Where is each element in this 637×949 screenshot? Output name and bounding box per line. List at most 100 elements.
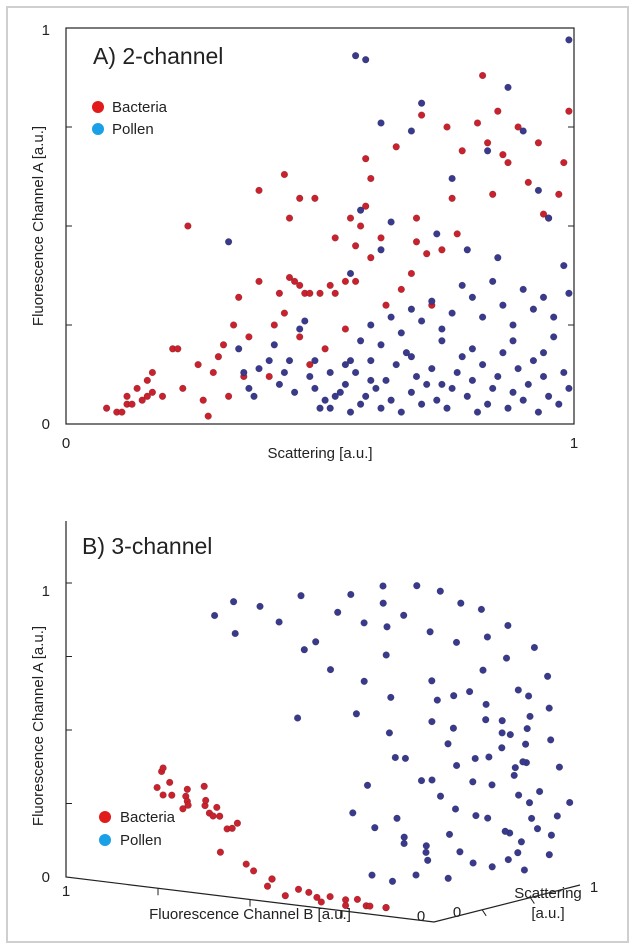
- panel-b-pollen-point: [498, 744, 506, 752]
- panel-b-pollen-point: [465, 687, 474, 696]
- panel-b-pollen-point: [510, 771, 518, 780]
- panel-a-bacteria-point: [290, 277, 299, 286]
- panel-a-bacteria-point: [534, 139, 543, 147]
- panel-a-pollen-point: [316, 404, 324, 412]
- panel-a-pollen-point: [539, 372, 548, 381]
- panel-a-pollen-point: [270, 341, 278, 349]
- panel-a-bacteria-point: [275, 289, 284, 297]
- panel-b-bacteria-point: [249, 867, 258, 875]
- panel-b-pollen-point: [566, 798, 574, 807]
- panel-b-pollen-point: [436, 587, 444, 595]
- panel-a-pollen-point: [565, 36, 573, 44]
- panel-a-bacteria-point: [473, 119, 482, 127]
- panel-b-z-tick-0: 0: [453, 904, 461, 921]
- panel-a-pollen-point: [275, 380, 284, 389]
- panel-a-pollen-point: [346, 356, 355, 365]
- panel-b-pollen-point: [349, 809, 357, 817]
- panel-a-bacteria-point: [194, 360, 202, 369]
- panel-a-2channel: A) 2-channel Scattering [a.u.] Fluoresce…: [30, 22, 578, 462]
- panel-b-pollen-point: [547, 831, 556, 839]
- panel-a-pollen-point: [560, 261, 568, 270]
- panel-b-pollen-point: [456, 848, 464, 856]
- panel-b-bacteria-point: [313, 893, 321, 902]
- panel-b-pollen-point: [545, 704, 553, 712]
- panel-b-pollen-point: [297, 592, 305, 600]
- panel-a-bacteria-point: [407, 269, 416, 278]
- panel-b-pollen-point: [484, 814, 492, 822]
- panel-a-pollen-point: [438, 325, 446, 333]
- panel-b-bacteria-point: [159, 791, 167, 799]
- panel-a-pollen-point: [356, 400, 365, 408]
- panel-b-z-tick-1: 1: [590, 879, 598, 896]
- panel-a-pollen-point: [565, 384, 573, 393]
- panel-a-bacteria-point: [560, 158, 568, 167]
- panel-a-bacteria-point: [331, 289, 339, 297]
- panel-a-pollen-point: [555, 400, 563, 408]
- panel-a-bacteria-point: [367, 254, 375, 262]
- panel-b-bacteria-point: [168, 791, 176, 799]
- panel-b-pollen-point: [488, 863, 496, 871]
- panel-b-pollen-point: [452, 638, 461, 647]
- panel-b-pollen-point: [472, 811, 480, 820]
- panel-a-title: A) 2-channel: [93, 43, 223, 69]
- panel-a-pollen-point: [438, 380, 446, 389]
- panel-a-pollen-point: [534, 186, 543, 195]
- panel-a-pollen-point: [372, 384, 380, 393]
- panel-b-bacteria-point: [233, 819, 242, 827]
- panel-a-pollen-point: [417, 317, 426, 325]
- panel-a-pollen-point: [514, 364, 522, 373]
- panel-b-bacteria-point: [184, 801, 192, 809]
- panel-a-bacteria-point: [489, 190, 497, 198]
- panel-b-pollen-point: [444, 874, 452, 882]
- panel-a-bacteria-point: [321, 345, 329, 353]
- panel-b-pollen-point: [334, 608, 342, 616]
- panel-a-pollen-point: [321, 396, 329, 404]
- panel-b-pollen-point: [400, 611, 408, 619]
- panel-a-bacteria-point: [143, 376, 151, 385]
- panel-a-pollen-point: [539, 293, 548, 301]
- panel-b-pollen-point: [514, 849, 522, 857]
- panel-a-pollen-point: [433, 230, 441, 238]
- panel-a-pollen-point: [356, 337, 365, 345]
- panel-a-pollen-point: [438, 337, 446, 345]
- panel-a-pollen-point: [235, 345, 243, 353]
- panel-b-bacteria-point: [281, 892, 289, 900]
- panel-b-bacteria-point: [366, 902, 374, 910]
- panel-b-pollen-point: [521, 740, 530, 748]
- panel-a-x-tick-0: 0: [62, 435, 70, 452]
- panel-a-bacteria-point: [148, 388, 157, 396]
- panel-b-pollen-point: [422, 842, 430, 850]
- panel-b-pollen-point: [210, 611, 219, 620]
- panel-a-bacteria-point: [392, 143, 400, 151]
- panel-b-pollen-point: [457, 599, 465, 607]
- panel-b-tick-marks: [66, 582, 535, 918]
- panel-b-pollen-point: [312, 638, 320, 646]
- panel-b-pollen-point: [504, 855, 512, 864]
- panel-a-bacteria-point: [306, 360, 314, 369]
- panel-a-pollen-point: [529, 356, 538, 365]
- panel-a-bacteria-point: [204, 412, 212, 420]
- panel-b-pollen-point: [385, 729, 394, 737]
- panel-a-pollen-point: [448, 174, 456, 183]
- panel-b-bacteria-point: [166, 778, 174, 787]
- panel-b-title: B) 3-channel: [82, 533, 212, 559]
- panel-b-legend-pollen-marker: [99, 834, 111, 846]
- panel-b-z-tick-mark: [481, 909, 487, 917]
- panel-b-bacteria-point: [183, 785, 191, 793]
- panel-b-pollen-point: [479, 666, 487, 674]
- panel-a-pollen-point: [301, 317, 309, 325]
- panel-a-pollen-point: [458, 353, 466, 361]
- panel-a-pollen-point: [407, 305, 416, 313]
- panel-a-bacteria-point: [138, 396, 146, 404]
- panel-b-pollen-point: [293, 714, 302, 722]
- panel-a-bacteria-point: [397, 285, 405, 294]
- panel-a-pollen-point: [351, 52, 360, 60]
- panel-b-pollen-point: [520, 866, 529, 874]
- panel-a-pollen-point: [326, 404, 334, 412]
- panel-b-bacteria-point: [213, 803, 221, 812]
- panel-a-legend-bacteria-label: Bacteria: [112, 99, 168, 116]
- panel-a-pollen-point: [351, 368, 360, 377]
- panel-b-pollen-point: [363, 781, 372, 789]
- panel-a-bacteria-point: [128, 400, 136, 408]
- panel-a-y-axis-label: Fluorescence Channel A [a.u.]: [30, 126, 47, 326]
